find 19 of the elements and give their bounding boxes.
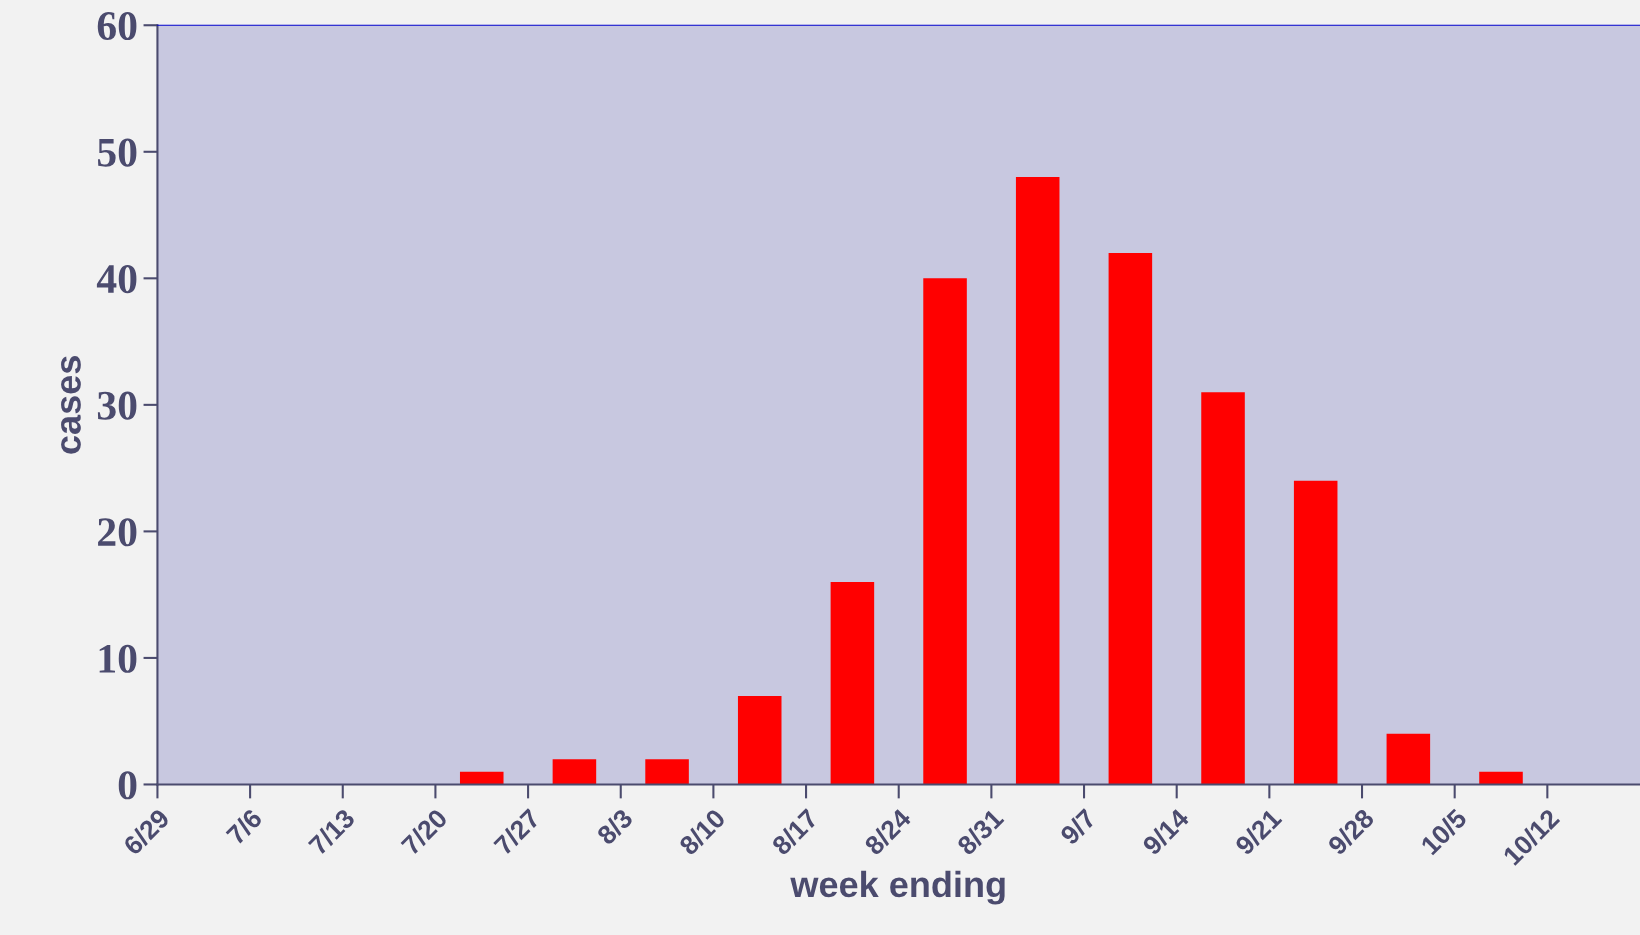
x-tick-label: 8/10: [677, 807, 727, 857]
y-tick-label: 50: [98, 138, 137, 167]
y-tick-label: 30: [97, 391, 137, 420]
x-tick-label: 7/6: [224, 807, 264, 846]
x-tick-label: 9/7: [1058, 807, 1098, 846]
y-axis-title: cases: [61, 356, 81, 454]
x-tick-label: 7/13: [307, 807, 356, 857]
y-tick-label: 20: [98, 518, 137, 547]
x-tick-label: 6/29: [121, 807, 171, 857]
y-tick-label: 40: [96, 265, 137, 294]
x-tick-label: 9/21: [1233, 807, 1283, 857]
x-tick-label: 8/3: [595, 807, 634, 846]
y-tick-label: 10: [99, 644, 137, 673]
x-tick-label: 8/31: [955, 807, 1005, 857]
x-axis-title: week ending: [790, 870, 1005, 905]
y-tick-label: 60: [97, 11, 137, 41]
x-tick-label: 9/28: [1326, 807, 1376, 857]
y-tick-label: 0: [118, 771, 137, 800]
x-tick-label: 7/20: [399, 807, 449, 857]
